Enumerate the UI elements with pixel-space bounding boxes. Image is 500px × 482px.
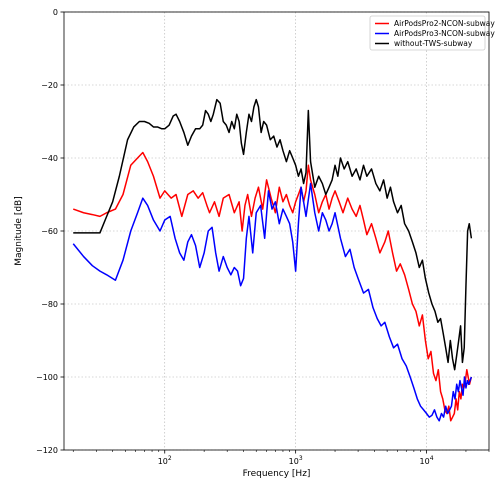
x-tick-base: 10 <box>420 457 430 466</box>
legend-box <box>369 15 486 51</box>
y-tick-label: −120 <box>36 446 58 455</box>
x-tick-label: 104 <box>420 455 434 466</box>
series-lines <box>72 98 473 422</box>
x-axis-label: Frequency [Hz] <box>243 469 311 479</box>
legend-label: without-TWS-subway <box>394 39 473 48</box>
x-tick-base: 10 <box>289 457 299 466</box>
y-axis-label: Magnitude [dB] <box>14 196 24 265</box>
y-tick-label: −80 <box>41 300 58 309</box>
plot-area <box>72 98 473 422</box>
x-tick-exponent: 2 <box>168 455 172 462</box>
x-tick-base: 10 <box>158 457 168 466</box>
y-tick-label: −20 <box>41 81 58 90</box>
series-line <box>72 182 473 422</box>
y-tick-label: 0 <box>53 8 58 17</box>
x-tick-exponent: 3 <box>299 455 303 462</box>
legend-label: AirPodsPro2-NCON-subway <box>394 19 495 28</box>
series-line <box>73 98 473 371</box>
y-tick-label: −60 <box>41 227 58 236</box>
series-line <box>72 151 473 422</box>
x-tick-exponent: 4 <box>430 455 434 462</box>
x-tick-label: 102 <box>158 455 172 466</box>
legend: AirPodsPro2-NCON-subwayAirPodsPro3-NCON-… <box>369 15 495 51</box>
legend-label: AirPodsPro3-NCON-subway <box>394 29 495 38</box>
x-tick-label: 103 <box>289 455 303 466</box>
y-tick-label: −40 <box>41 154 58 163</box>
y-tick-label: −100 <box>36 373 58 382</box>
